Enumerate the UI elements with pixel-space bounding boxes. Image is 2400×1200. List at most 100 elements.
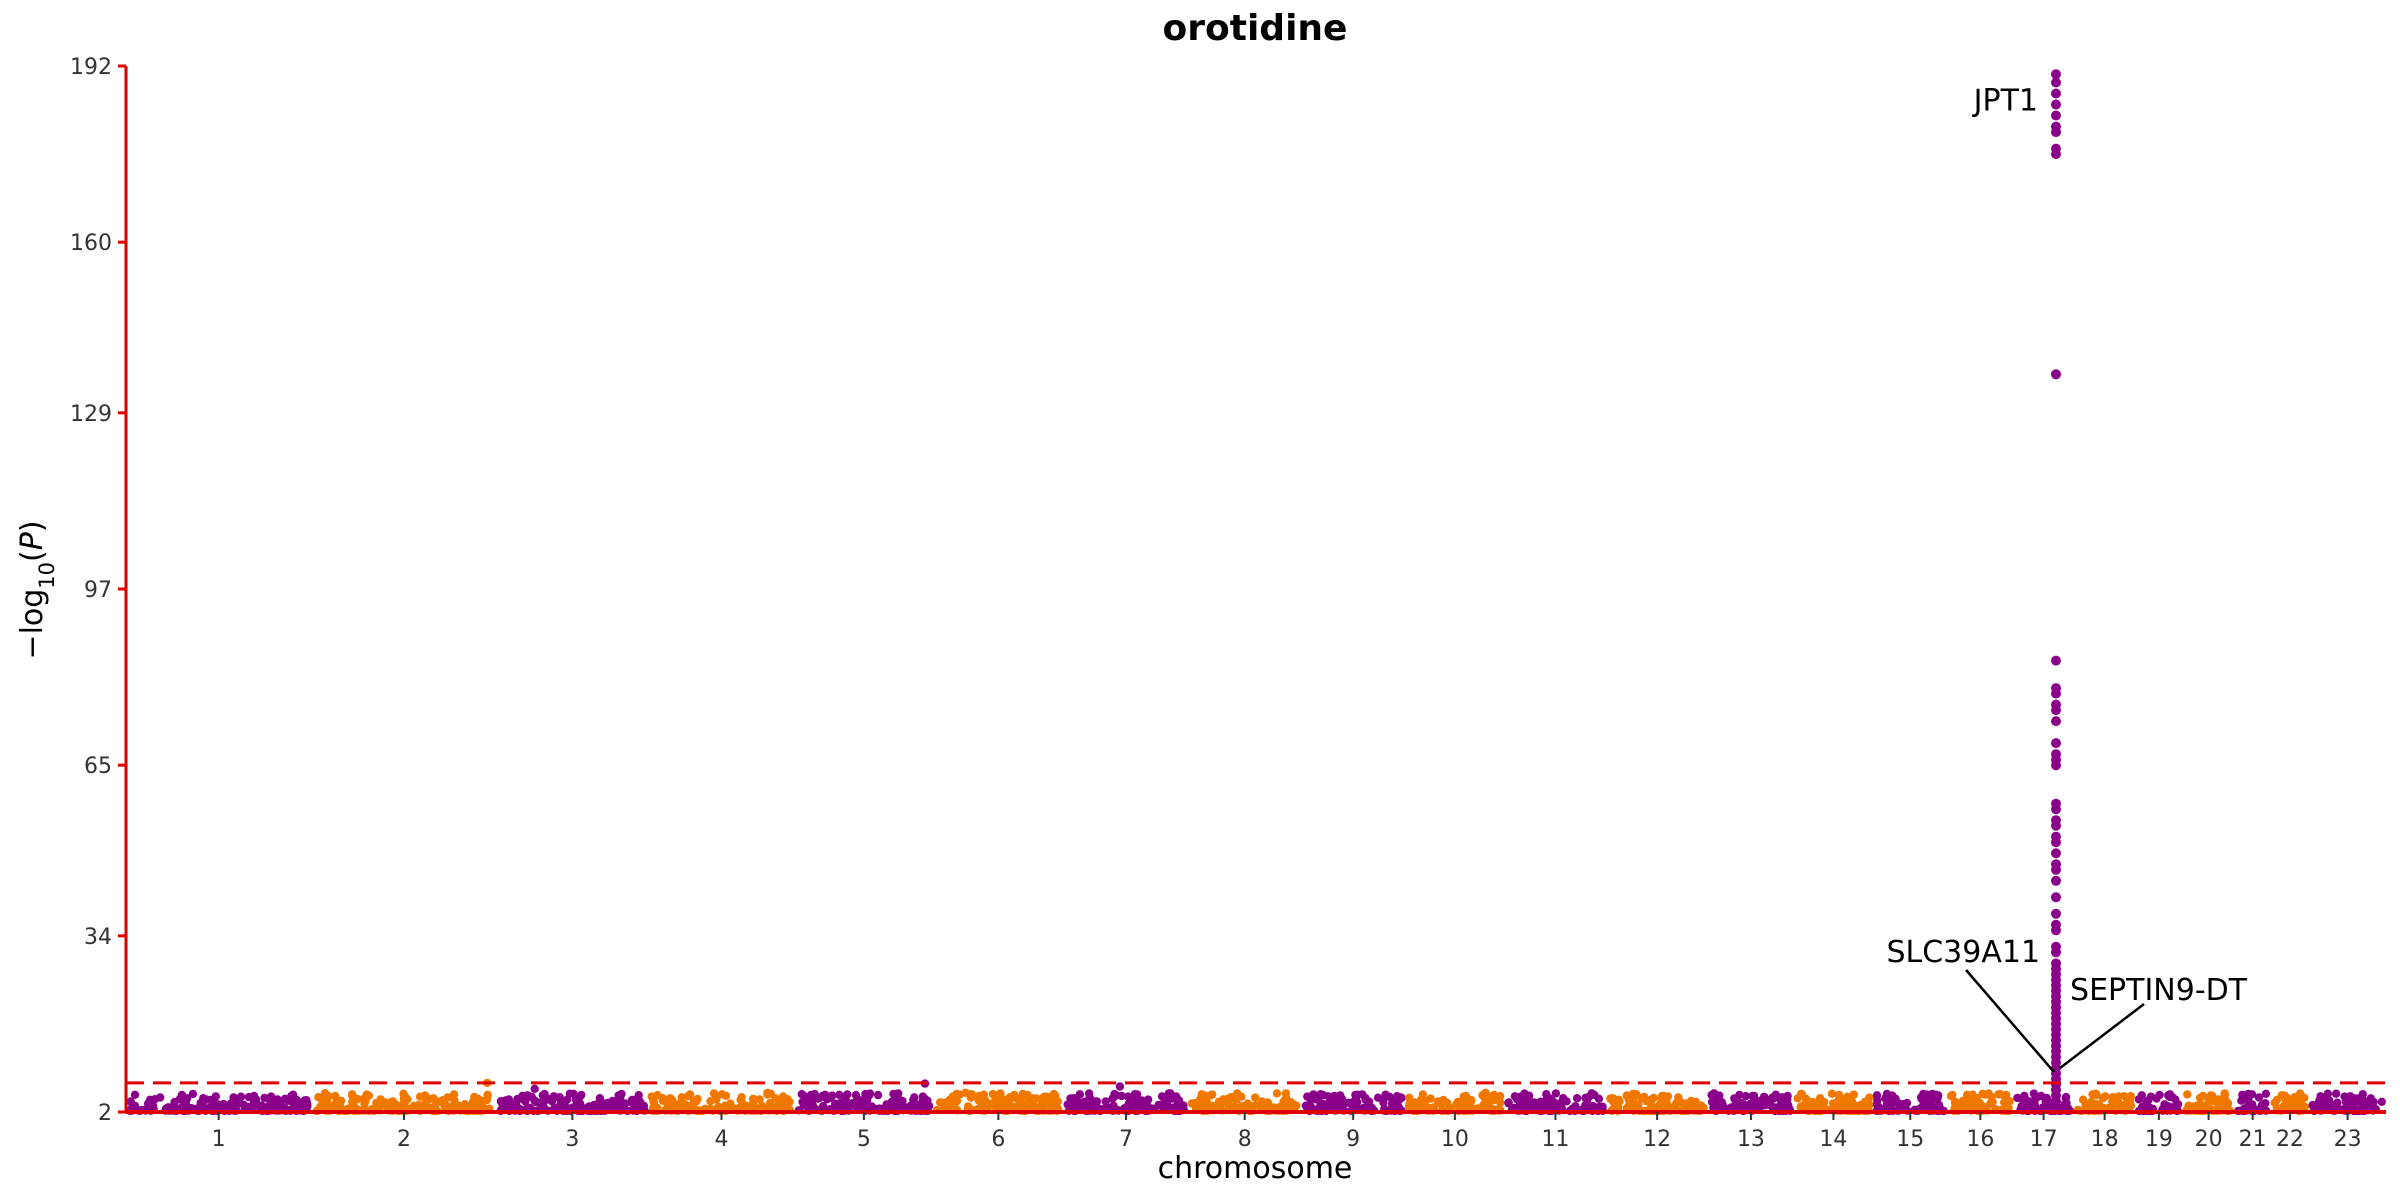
data-point [2061,1093,2070,1103]
data-point [1849,1090,1859,1099]
data-point [1648,1102,1658,1111]
data-point [1279,1102,1289,1111]
peak-point [2051,760,2061,771]
data-point [1640,1092,1649,1102]
data-point [1738,1099,1748,1109]
data-point [784,1096,793,1106]
data-point [130,1090,140,1100]
data-point [1467,1096,1476,1106]
data-point [288,1090,298,1099]
peak-point [2051,69,2061,80]
data-point [658,1094,667,1103]
y-tick-label: 65 [84,754,112,779]
data-point [977,1103,987,1112]
x-tick-label: 9 [1346,1127,1360,1152]
data-point [443,1093,452,1102]
data-point [1980,1090,1990,1099]
data-point [815,1093,824,1103]
data-point [1187,1099,1197,1108]
data-point [257,1101,266,1110]
data-point [894,1098,904,1107]
data-point [541,1095,550,1105]
x-tick-label: 18 [2091,1127,2119,1152]
data-point [1549,1098,1559,1107]
data-point [389,1102,399,1111]
data-point [202,1095,211,1104]
data-point [1828,1099,1838,1108]
data-point [1934,1091,1943,1100]
data-point [1994,1090,2003,1099]
data-point [1078,1101,1087,1111]
data-point [677,1093,686,1102]
data-point [1865,1093,1874,1102]
x-tick-label: 12 [1643,1127,1671,1152]
data-point [2155,1090,2164,1100]
data-point [2290,1093,2299,1102]
data-point [755,1095,764,1104]
peak-point [2051,705,2061,716]
data-point [530,1084,539,1094]
x-axis-ticks: 1 2 3 4 5 6 7 8 9 10 11 12 13 14 15 16 17 18 19 20 21 22 23 [212,1112,2362,1152]
data-point [1143,1102,1152,1111]
data-point [1760,1092,1769,1102]
data-point [188,1089,198,1099]
data-point [1123,1092,1133,1101]
data-point [1483,1092,1492,1102]
data-point [2341,1097,2351,1107]
data-point [2320,1101,2329,1111]
data-point [1797,1102,1806,1111]
y-tick-label: 129 [70,402,112,427]
data-point [1373,1093,1383,1102]
data-point [449,1090,459,1099]
peak-point [2051,369,2061,380]
data-point [991,1103,1000,1112]
data-point [2346,1092,2355,1101]
data-point [128,1101,137,1110]
data-point [2184,1101,2193,1110]
data-point [300,1096,309,1105]
x-tick-label: 16 [1966,1127,1994,1152]
data-point [1709,1089,1719,1098]
data-point [2209,1096,2219,1106]
data-point [260,1093,269,1103]
data-point [889,1089,898,1099]
x-axis-title: chromosome [1158,1151,1353,1186]
data-point [2272,1095,2282,1105]
y-tick-label: 34 [84,925,112,950]
data-point [717,1090,727,1099]
data-point [736,1095,745,1105]
peak-point [2051,947,2061,958]
x-tick-label: 7 [1119,1127,1133,1152]
data-point [249,1091,259,1101]
x-tick-label: 6 [991,1127,1005,1152]
data-point [1197,1090,1206,1099]
data-point [1117,1091,1126,1101]
peak-point [2051,875,2061,886]
x-tick-label: 17 [2030,1127,2058,1152]
x-tick-label: 21 [2239,1127,2267,1152]
x-tick-label: 10 [1441,1127,1469,1152]
peak-point [2051,110,2061,121]
data-point [1598,1102,1607,1111]
data-point [2044,1097,2053,1106]
data-point [977,1094,986,1103]
data-point [2125,1100,2134,1110]
data-point [2365,1099,2374,1109]
data-point [1198,1098,1208,1108]
y-tick-label: 192 [70,55,112,80]
data-point [1681,1099,1691,1108]
data-point [709,1089,719,1098]
peak-point [2051,77,2061,88]
data-point [1835,1096,1845,1105]
x-tick-label: 2 [397,1127,411,1152]
data-point [2254,1093,2264,1102]
data-point [997,1099,1007,1109]
data-point [181,1097,191,1107]
data-point [2261,1089,2271,1099]
data-point [1329,1099,1338,1108]
data-point [401,1096,410,1105]
data-point [236,1092,246,1101]
data-point [575,1099,585,1108]
data-point [2333,1098,2342,1107]
data-point [1160,1099,1169,1109]
